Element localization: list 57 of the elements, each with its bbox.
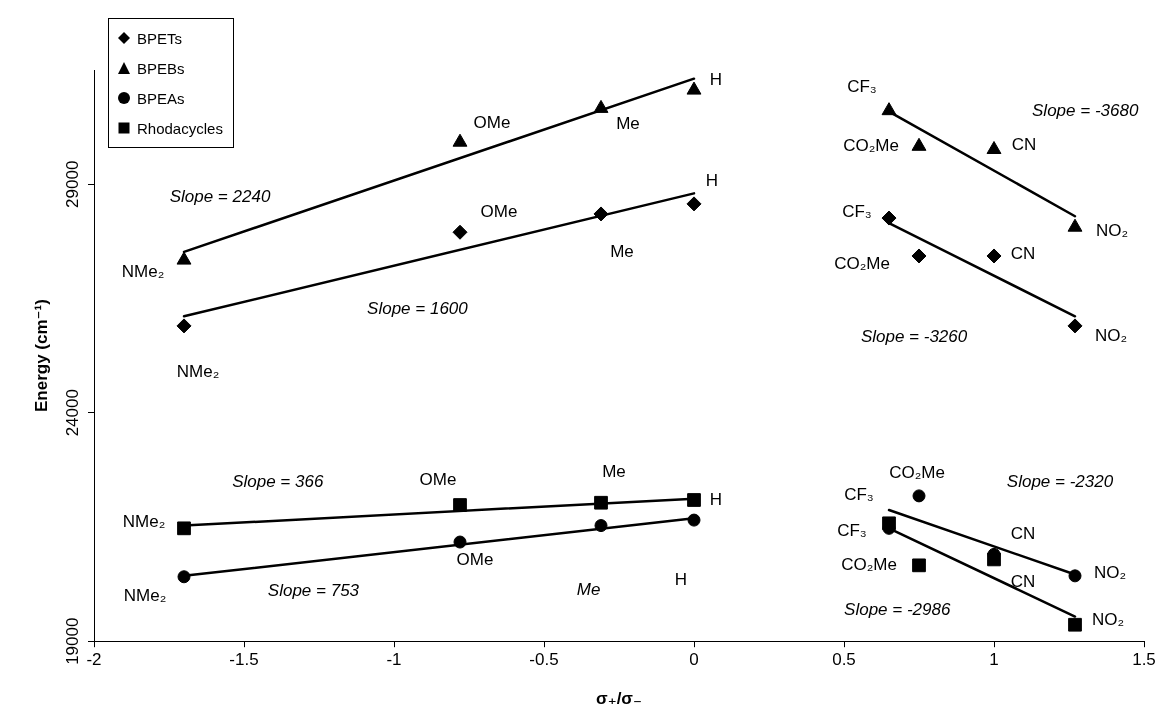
annotation: NMe₂ — [121, 261, 165, 281]
annotation: CF₃ — [847, 77, 877, 97]
annotation: Slope = -3260 — [860, 327, 968, 347]
annotation: H — [674, 569, 688, 589]
x-tick-label: 1 — [989, 650, 999, 670]
annotation: Slope = 1600 — [367, 299, 469, 319]
x-tick-label: -1 — [386, 650, 402, 670]
y-tick-label: 19000 — [63, 617, 83, 665]
annotation: CO₂Me — [841, 555, 897, 575]
annotation: Me — [602, 462, 626, 482]
annotation: CO₂Me — [889, 462, 945, 482]
legend-label: BPEBs — [137, 59, 185, 77]
annotation: NMe₂ — [176, 361, 220, 381]
x-tick-label: -2 — [86, 650, 102, 670]
annotation: H — [709, 69, 723, 89]
annotation: NO₂ — [1095, 220, 1129, 240]
y-tick-label: 29000 — [63, 160, 83, 208]
annotation: Me — [576, 579, 601, 599]
annotation: CF₃ — [837, 520, 867, 540]
annotation: CF₃ — [842, 201, 872, 221]
annotation: CO₂Me — [843, 136, 899, 155]
annotation: Slope = 753 — [267, 580, 360, 600]
annotation: OMe — [480, 201, 518, 221]
annotation: CN — [1010, 524, 1036, 544]
legend-label: Rhodacycles — [137, 119, 223, 137]
annotation: Slope = 366 — [232, 472, 324, 492]
legend-label: BPEAs — [137, 89, 185, 107]
annotation: OMe — [456, 549, 494, 569]
annotation: CO₂Me — [834, 253, 890, 273]
annotation: NO₂ — [1093, 562, 1127, 582]
x-tick-label: -0.5 — [529, 650, 559, 670]
annotation: Slope = -2986 — [844, 600, 951, 620]
annotation: OMe — [473, 112, 511, 132]
annotation: Slope = -2320 — [1006, 472, 1114, 492]
x-tick-label: -1.5 — [229, 650, 259, 670]
annotation: CN — [1011, 135, 1037, 155]
x-tick-label: 0 — [689, 650, 699, 670]
annotation: NMe₂ — [123, 586, 167, 606]
x-tick-label: 0.5 — [832, 650, 856, 670]
annotation: NO₂ — [1091, 610, 1125, 630]
annotation: NMe₂ — [122, 512, 166, 532]
y-axis-title: Energy (cm⁻¹) — [31, 299, 51, 413]
annotation: H — [705, 170, 719, 190]
annotation: CN — [1010, 243, 1036, 263]
x-tick-label: 1.5 — [1132, 650, 1156, 670]
annotation: Me — [610, 241, 634, 261]
x-axis-title: σ₊/σ₋ — [596, 689, 642, 709]
annotation: H — [709, 489, 723, 509]
y-tick-label: 24000 — [63, 389, 83, 437]
annotation: CN — [1010, 572, 1036, 592]
annotation: Slope = 2240 — [169, 186, 271, 206]
annotation: OMe — [419, 469, 457, 489]
legend-label: BPETs — [137, 29, 183, 47]
annotation: NO₂ — [1094, 325, 1128, 345]
annotation: CF₃ — [844, 484, 874, 504]
annotation: Me — [616, 114, 640, 134]
annotation: Slope = -3680 — [1032, 101, 1139, 121]
